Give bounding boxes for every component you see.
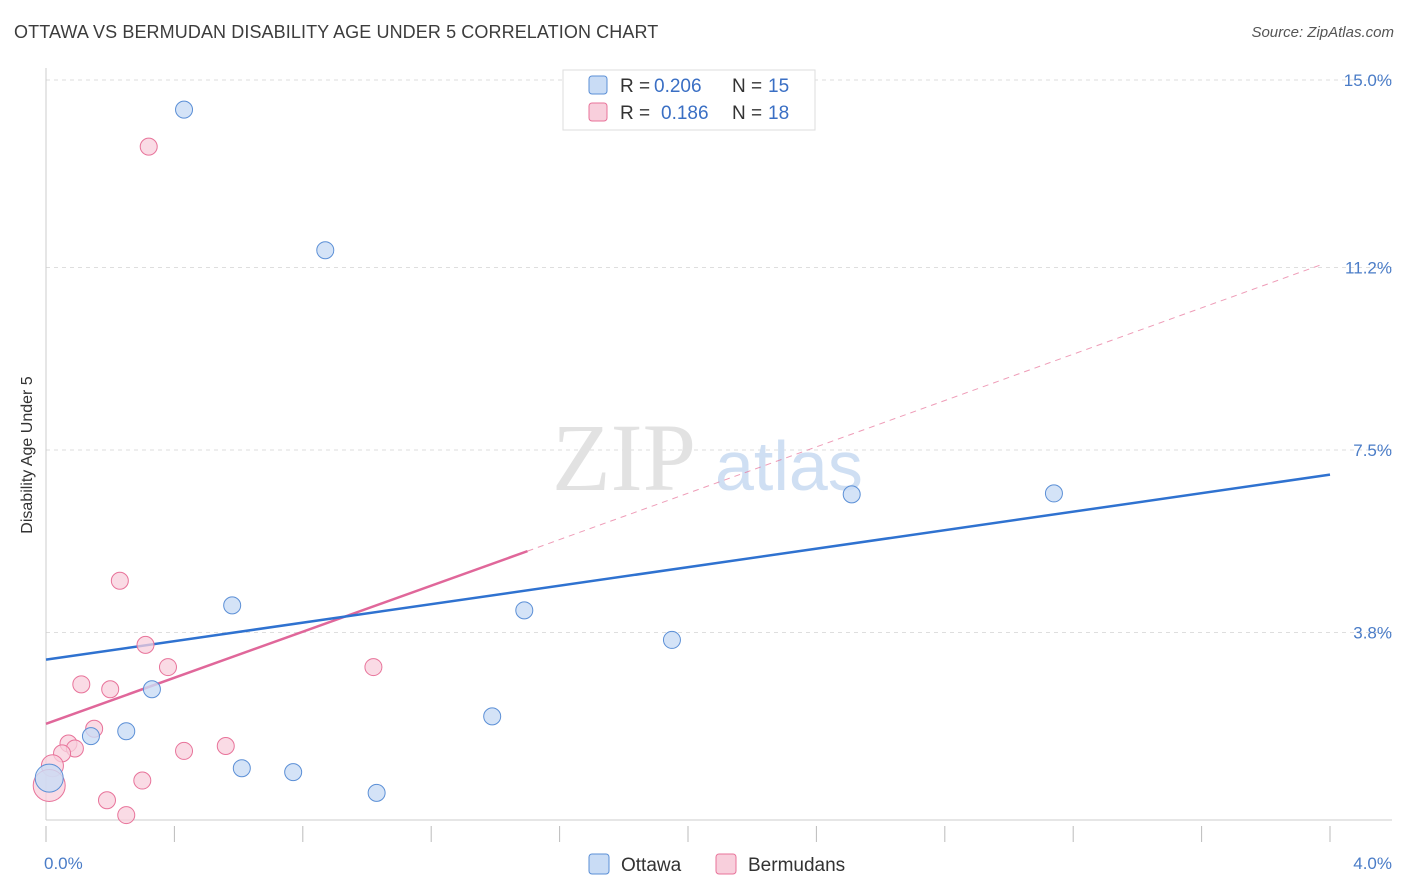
watermark-atlas: atlas xyxy=(715,427,863,505)
ottawa-point-14 xyxy=(34,763,64,793)
ottawa-point-0 xyxy=(175,100,194,119)
bermudans-trend-line xyxy=(45,549,528,725)
bermudans-point-2 xyxy=(136,635,155,654)
ottawa-point-9 xyxy=(232,759,251,778)
ottawa-point-12 xyxy=(842,485,861,504)
chart-title: OTTAWA VS BERMUDAN DISABILITY AGE UNDER … xyxy=(14,22,659,42)
bermudans-point-15 xyxy=(117,806,136,825)
bermudans-trend-extension xyxy=(527,264,1321,552)
ottawa-point-11 xyxy=(367,783,386,802)
ottawa-point-10 xyxy=(284,763,303,782)
bermudans-point-3 xyxy=(158,658,177,677)
source-label: Source: ZipAtlas.com xyxy=(1251,24,1394,41)
bermudans-point-14 xyxy=(97,791,116,810)
legend-n-label-bermudans: N = xyxy=(732,103,762,124)
ottawa-point-6 xyxy=(142,680,161,699)
legend-r-label-bermudans: R = xyxy=(620,103,650,124)
legend-n-ottawa: 15 xyxy=(768,76,789,97)
bottom-legend: Ottawa Bermudans xyxy=(588,853,845,876)
y-tick-labels: 3.8% 7.5% 11.2% 15.0% xyxy=(1344,71,1392,643)
legend-swatch-ottawa xyxy=(588,75,608,95)
bermudans-point-5 xyxy=(72,675,91,694)
y-tick-label-1: 7.5% xyxy=(1353,441,1392,460)
data-points xyxy=(32,100,1063,825)
ottawa-point-4 xyxy=(662,630,681,649)
legend-n-label-ottawa: N = xyxy=(732,76,762,97)
legend-r-bermudans: 0.186 xyxy=(661,103,709,124)
legend-box: R = 0.206 N = 15 R = 0.186 N = 18 xyxy=(562,69,816,131)
y-tick-label-0: 3.8% xyxy=(1353,624,1392,643)
watermark-zip: ZIP xyxy=(552,404,696,511)
y-tick-label-3: 15.0% xyxy=(1344,71,1392,90)
legend-r-ottawa: 0.206 xyxy=(654,76,702,97)
bermudans-point-11 xyxy=(175,741,194,760)
bermudans-point-6 xyxy=(101,680,120,699)
legend-r-label-ottawa: R = xyxy=(620,76,650,97)
ottawa-point-7 xyxy=(117,722,136,741)
ottawa-point-2 xyxy=(223,596,242,615)
ottawa-point-1 xyxy=(316,241,335,260)
grid-lines xyxy=(46,79,1392,634)
ottawa-point-3 xyxy=(515,601,534,620)
bottom-legend-swatch-ottawa xyxy=(588,853,610,875)
bottom-legend-swatch-bermudans xyxy=(715,853,737,875)
x-tick-label-0: 0.0% xyxy=(44,854,83,873)
bermudans-point-0 xyxy=(139,137,158,156)
bottom-legend-bermudans: Bermudans xyxy=(748,855,845,876)
trend-lines xyxy=(45,264,1331,725)
bermudans-point-1 xyxy=(110,571,129,590)
legend-n-bermudans: 18 xyxy=(768,103,789,124)
bermudans-point-4 xyxy=(364,658,383,677)
ottawa-point-8 xyxy=(81,727,100,746)
axes xyxy=(45,68,1392,842)
bermudans-point-13 xyxy=(133,771,152,790)
y-tick-label-2: 11.2% xyxy=(1345,258,1392,277)
watermark: ZIP atlas xyxy=(552,404,863,511)
ottawa-trend-line xyxy=(45,473,1331,661)
ottawa-point-13 xyxy=(1044,484,1063,503)
x-tick-label-1: 4.0% xyxy=(1353,854,1392,873)
x-tick-labels: 0.0% 4.0% xyxy=(44,854,1392,873)
bermudans-point-12 xyxy=(216,737,235,755)
legend-swatch-bermudans xyxy=(588,102,608,122)
ottawa-point-5 xyxy=(483,707,502,726)
bottom-legend-ottawa: Ottawa xyxy=(621,855,682,876)
